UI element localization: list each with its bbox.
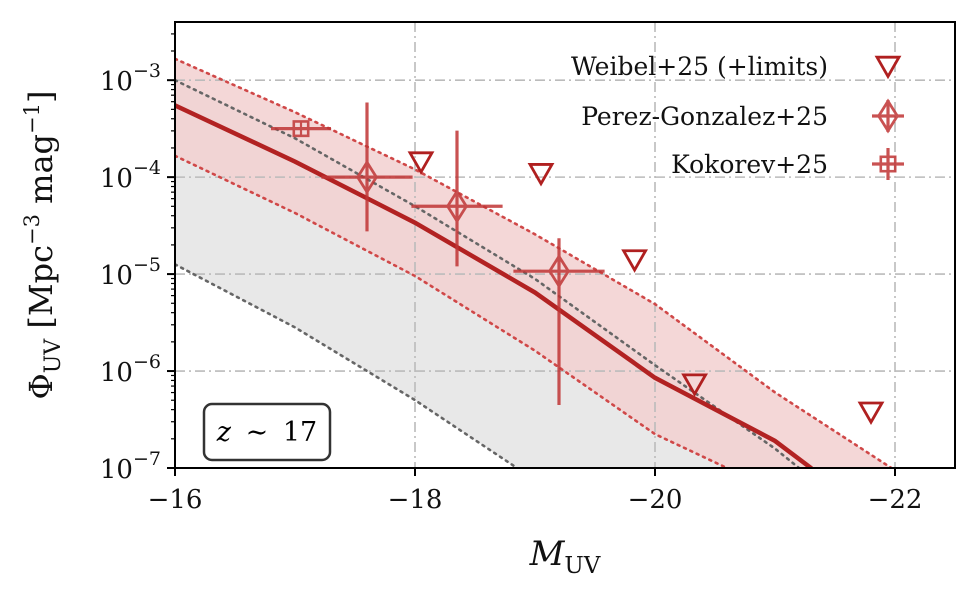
y-axis-units-close: ] bbox=[22, 91, 60, 103]
y-axis-units-open: [Mpc bbox=[22, 245, 60, 339]
x-axis-title-main: M bbox=[529, 534, 566, 574]
y-tick-label: 10−3 bbox=[100, 60, 161, 97]
y-tick-label: 10−7 bbox=[100, 448, 161, 485]
literature-lower-dotted-line bbox=[175, 263, 519, 468]
y-axis-units-mid: mag bbox=[22, 134, 60, 214]
band-upper-dotted-line bbox=[175, 57, 893, 468]
redshift-relation: ∼ bbox=[246, 417, 269, 448]
legend-marker bbox=[872, 148, 904, 180]
data-points bbox=[271, 102, 885, 426]
legend: Weibel+25 (+limits) Perez-Gonzalez+25 Koko… bbox=[571, 52, 904, 180]
y-axis-units-exp1: −3 bbox=[20, 214, 44, 245]
data-point-triangle-down-open bbox=[857, 401, 885, 426]
redshift-variable: z bbox=[216, 417, 232, 448]
y-tick-label: 10−6 bbox=[100, 351, 161, 388]
literature-upper-dotted-line bbox=[175, 78, 801, 468]
band-lower-dotted-line bbox=[175, 154, 729, 468]
legend-label: Perez-Gonzalez+25 bbox=[581, 102, 828, 131]
redshift-value: 17 bbox=[283, 417, 317, 448]
y-tick-label: 10−4 bbox=[100, 157, 161, 194]
y-axis-title: ΦUV [Mpc−3 mag−1] bbox=[20, 91, 66, 400]
data-point-diamond-open bbox=[513, 238, 605, 405]
data-point-diamond-open bbox=[411, 130, 503, 267]
data-point-triangle-down-open bbox=[527, 163, 555, 187]
legend-label: Kokorev+25 bbox=[671, 150, 828, 179]
legend-label: Weibel+25 (+limits) bbox=[571, 52, 828, 81]
x-tick-label: −20 bbox=[628, 485, 683, 515]
x-tick-label: −18 bbox=[388, 485, 443, 515]
svg-text:z ∼ 17: z ∼ 17 bbox=[216, 417, 317, 448]
model-confidence-band bbox=[175, 58, 892, 468]
y-axis-title-main: Φ bbox=[22, 373, 60, 399]
y-axis-title-sub: UV bbox=[41, 338, 66, 374]
y-axis-units-exp2: −1 bbox=[20, 103, 44, 134]
data-point-triangle-down-open bbox=[621, 249, 649, 273]
x-tick-label: −22 bbox=[868, 485, 923, 515]
x-axis-title-sub: UV bbox=[564, 553, 600, 579]
model-lines bbox=[175, 57, 893, 468]
legend-marker bbox=[872, 98, 904, 134]
axis-ticks: −16 −18 −20 −22 10−3 10−4 10−5 10−6 10−7 bbox=[100, 33, 923, 515]
data-point-diamond-open bbox=[321, 102, 413, 232]
data-point-square-plus-open bbox=[271, 120, 331, 138]
data-point-triangle-down-open bbox=[407, 151, 435, 175]
legend-marker bbox=[874, 55, 902, 80]
median-model-line bbox=[175, 103, 814, 468]
x-tick-label: −16 bbox=[148, 485, 203, 515]
y-tick-label: 10−5 bbox=[100, 254, 161, 291]
x-axis-title: MUV bbox=[529, 534, 601, 579]
redshift-label-box: z ∼ 17 bbox=[202, 402, 332, 462]
data-point-triangle-down-open bbox=[681, 373, 709, 397]
